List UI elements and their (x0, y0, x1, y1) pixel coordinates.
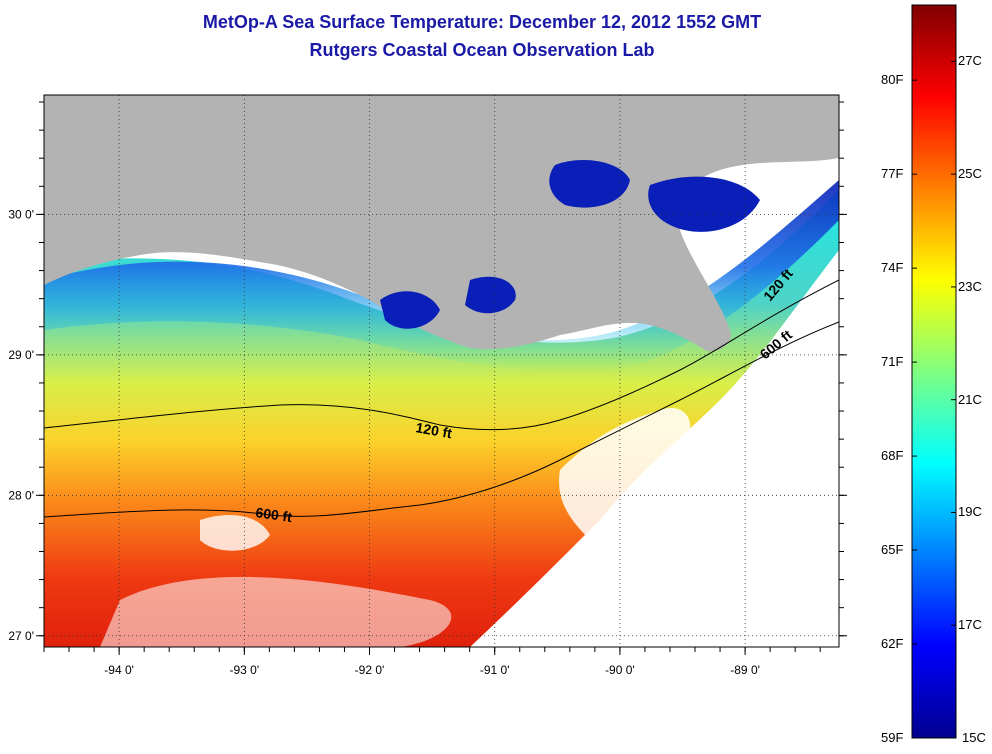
bay (648, 176, 760, 232)
colorbar-ticks (912, 60, 956, 739)
grid (44, 95, 839, 647)
axis-ticks: -94 0' -93 0' -92 0' -91 0' -90 0' -89 0' 30 0… (8, 101, 847, 677)
x-tick-label: -92 0' (355, 663, 385, 677)
x-tick-label: -90 0' (605, 663, 635, 677)
chart-title: MetOp-A Sea Surface Temperature: Decembe… (202, 12, 762, 32)
chart-subtitle: Rutgers Coastal Ocean Observation Lab (309, 40, 655, 60)
contour-label: 600 ft (255, 504, 294, 525)
cloud-patch (100, 576, 452, 647)
colorbar-fahrenheit-label: 68F (881, 448, 904, 464)
colorbar-fahrenheit-label: 74F (881, 260, 904, 276)
x-tick-label: -89 0' (730, 663, 760, 677)
lake (549, 160, 630, 208)
nearshore-cool-band (44, 180, 839, 373)
cloud-patch (200, 515, 270, 551)
x-tick-label: -93 0' (229, 663, 259, 677)
y-tick-label: 30 0' (8, 207, 34, 221)
colorbar-celsius-label: 23C (958, 278, 982, 294)
colorbar-fahrenheit-label: 80F (881, 72, 904, 88)
colorbar-celsius-label: 19C (958, 504, 982, 520)
contour-label: 120 ft (414, 419, 453, 441)
contour-600ft (44, 321, 839, 518)
y-tick-label: 27 0' (8, 629, 34, 643)
map-area (44, 95, 839, 647)
colorbar (911, 4, 957, 739)
colorbar-fahrenheit-label: 62F (881, 636, 904, 652)
bay (380, 291, 440, 329)
bay (465, 276, 516, 314)
y-tick-label: 28 0' (8, 488, 34, 502)
land-mass (44, 95, 839, 352)
colorbar-celsius-label: 21C (958, 391, 982, 407)
contour-120ft (44, 279, 839, 431)
cloud-patch (559, 408, 691, 540)
colorbar-fahrenheit-label: 65F (881, 542, 904, 558)
map-frame (43, 94, 840, 648)
colorbar-fahrenheit-label: 77F (881, 166, 904, 182)
colorbar-fahrenheit-label: 59F (881, 730, 904, 745)
x-tick-label: -94 0' (104, 663, 134, 677)
colorbar-celsius-label: 27C (958, 53, 982, 69)
x-tick-label: -91 0' (480, 663, 510, 677)
colorbar-celsius-label: 25C (958, 166, 982, 182)
y-tick-label: 29 0' (8, 348, 34, 362)
colorbar-celsius-label: 17C (958, 617, 982, 633)
colorbar-fahrenheit-label: 71F (881, 354, 904, 370)
colorbar-celsius-label: 15C (962, 730, 986, 745)
